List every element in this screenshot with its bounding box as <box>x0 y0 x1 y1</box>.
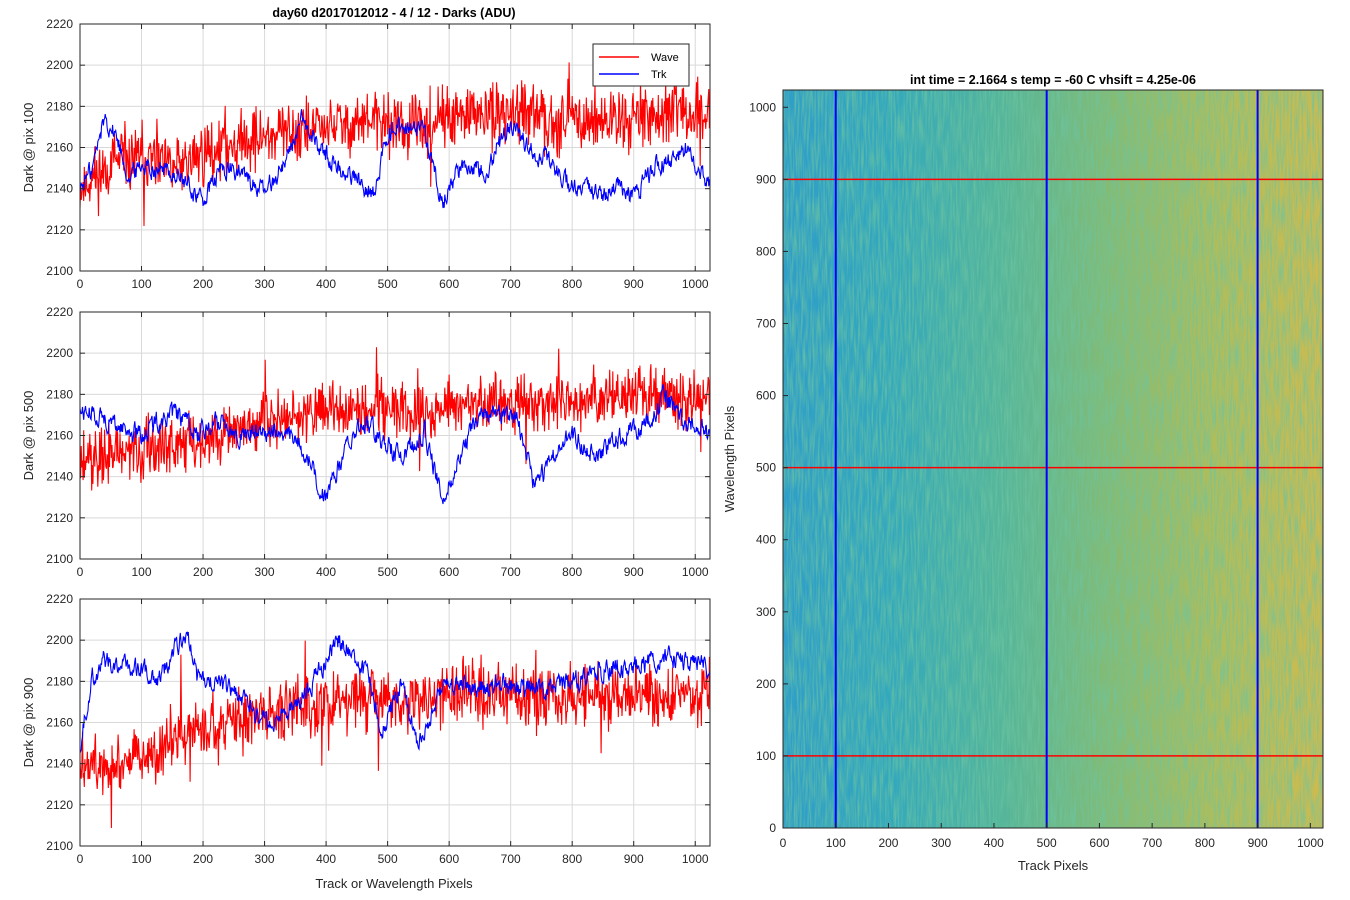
x-tick-label: 900 <box>624 852 644 866</box>
y-tick-label: 2140 <box>46 757 73 771</box>
heatmap-y-tick-label: 100 <box>756 749 776 763</box>
x-tick-label: 700 <box>501 852 521 866</box>
x-tick-label: 200 <box>193 277 213 291</box>
x-tick-label: 600 <box>439 277 459 291</box>
y-tick-label: 2200 <box>46 346 73 360</box>
x-tick-label: 700 <box>501 277 521 291</box>
heatmap-x-tick-label: 200 <box>878 836 898 850</box>
y-tick-label: 2220 <box>46 305 73 319</box>
x-tick-label: 0 <box>77 852 84 866</box>
y-tick-label: 2120 <box>46 511 73 525</box>
heatmap-title: int time = 2.1664 s temp = -60 C vhsift … <box>910 73 1196 87</box>
heatmap-y-tick-label: 900 <box>756 172 776 186</box>
x-tick-label: 100 <box>132 277 152 291</box>
y-tick-label: 2180 <box>46 99 73 113</box>
heatmap-axes-box <box>782 89 1324 829</box>
x-tick-label: 400 <box>316 852 336 866</box>
heatmap-y-tick-label: 400 <box>756 533 776 547</box>
y-tick-label: 2160 <box>46 716 73 730</box>
y-axis-label: Dark @ pix 500 <box>21 391 36 481</box>
y-tick-label: 2160 <box>46 141 73 155</box>
x-tick-label: 300 <box>255 277 275 291</box>
x-tick-label: 400 <box>316 277 336 291</box>
heatmap-x-tick-label: 600 <box>1089 836 1109 850</box>
y-tick-label: 2180 <box>46 387 73 401</box>
x-tick-label: 800 <box>562 852 582 866</box>
y-tick-label: 2220 <box>46 592 73 606</box>
x-tick-label: 500 <box>378 277 398 291</box>
legend-box <box>592 43 690 87</box>
x-tick-label: 200 <box>193 565 213 579</box>
heatmap-x-tick-label: 0 <box>780 836 787 850</box>
x-tick-label: 600 <box>439 852 459 866</box>
y-tick-label: 2100 <box>46 552 73 566</box>
x-tick-label: 700 <box>501 565 521 579</box>
x-tick-label: 200 <box>193 852 213 866</box>
heatmap-x-axis-label: Track Pixels <box>1018 858 1089 873</box>
x-tick-label: 0 <box>77 277 84 291</box>
heatmap-x-tick-label: 1000 <box>1297 836 1324 850</box>
x-tick-label: 1000 <box>682 277 709 291</box>
heatmap-y-tick-label: 800 <box>756 244 776 258</box>
x-tick-label: 900 <box>624 565 644 579</box>
x-tick-label: 800 <box>562 277 582 291</box>
x-tick-label: 0 <box>77 565 84 579</box>
x-tick-label: 600 <box>439 565 459 579</box>
series-line-trk <box>80 631 710 753</box>
y-tick-label: 2120 <box>46 223 73 237</box>
y-tick-label: 2220 <box>46 17 73 31</box>
legend-trk-label: Trk <box>651 69 667 81</box>
series-line-wave <box>80 62 710 227</box>
heatmap-x-tick-label: 400 <box>984 836 1004 850</box>
x-tick-label: 100 <box>132 852 152 866</box>
y-tick-label: 2140 <box>46 182 73 196</box>
y-axis-label: Dark @ pix 100 <box>21 103 36 193</box>
heatmap-texture <box>783 90 1323 828</box>
y-tick-label: 2160 <box>46 429 73 443</box>
y-tick-label: 2200 <box>46 633 73 647</box>
y-tick-label: 2100 <box>46 264 73 278</box>
heatmap-x-tick-label: 700 <box>1142 836 1162 850</box>
x-tick-label: 1000 <box>682 565 709 579</box>
y-tick-label: 2140 <box>46 470 73 484</box>
x-tick-label: 300 <box>255 565 275 579</box>
x-tick-label: 1000 <box>682 852 709 866</box>
x-tick-label: 500 <box>378 852 398 866</box>
y-tick-label: 2100 <box>46 839 73 853</box>
y-axis-label: Dark @ pix 900 <box>21 678 36 768</box>
x-tick-label: 300 <box>255 852 275 866</box>
heatmap-x-tick-label: 500 <box>1037 836 1057 850</box>
series-line-trk <box>80 109 710 209</box>
x-tick-label: 900 <box>624 277 644 291</box>
y-tick-label: 2180 <box>46 674 73 688</box>
x-tick-label: 500 <box>378 565 398 579</box>
heatmap-y-tick-label: 500 <box>756 461 776 475</box>
x-axis-label: Track or Wavelength Pixels <box>315 876 473 891</box>
line-panel-pix-900: 0 100 200 300 400 500 600 700 800 900 1000 2100 2120… <box>21 592 711 866</box>
heatmap-panel: int time = 2.1664 s temp = -60 C vhsift … <box>722 73 1324 873</box>
heatmap-y-tick-label: 300 <box>756 605 776 619</box>
y-tick-label: 2120 <box>46 798 73 812</box>
x-tick-label: 100 <box>132 565 152 579</box>
legend: Wave Trk <box>592 43 690 87</box>
heatmap-x-tick-label: 900 <box>1248 836 1268 850</box>
x-tick-label: 400 <box>316 565 336 579</box>
line-panel-pix-500: 0 100 200 300 400 500 600 700 800 900 1000 2100 2120… <box>21 305 711 579</box>
y-tick-label: 2200 <box>46 58 73 72</box>
x-tick-label: 800 <box>562 565 582 579</box>
series-line-wave <box>80 347 710 491</box>
figure-title: day60 d2017012012 - 4 / 12 - Darks (ADU) <box>272 6 515 20</box>
heatmap-x-tick-label: 800 <box>1195 836 1215 850</box>
heatmap-y-tick-label: 0 <box>769 821 776 835</box>
heatmap-y-tick-label: 600 <box>756 389 776 403</box>
heatmap-y-tick-label: 200 <box>756 677 776 691</box>
legend-wave-label: Wave <box>651 52 679 64</box>
heatmap-y-tick-label: 1000 <box>749 100 776 114</box>
heatmap-y-tick-label: 700 <box>756 317 776 331</box>
series-line-trk <box>80 384 710 505</box>
heatmap-y-axis-label: Wavelength Pixels <box>722 405 737 512</box>
heatmap-x-tick-label: 300 <box>931 836 951 850</box>
heatmap-x-tick-label: 100 <box>826 836 846 850</box>
